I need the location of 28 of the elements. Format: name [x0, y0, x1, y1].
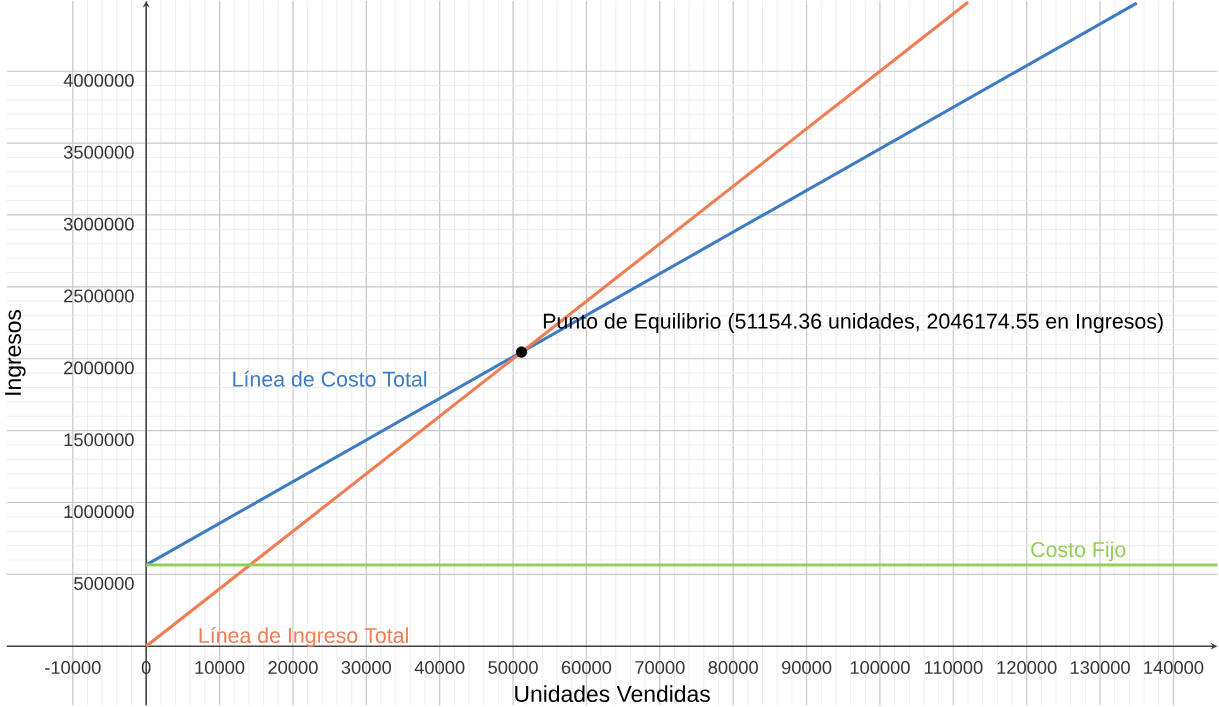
x-tick-label: 130000: [1070, 660, 1130, 674]
x-axis-title: Unidades Vendidas: [515, 685, 710, 702]
x-tick-label: 110000: [924, 660, 983, 674]
series-label: Costo Fijo: [1031, 541, 1126, 562]
y-tick-label: 2500000: [64, 289, 134, 303]
x-tick-label: 80000: [708, 660, 758, 674]
x-tick-label: 40000: [414, 660, 465, 674]
x-tick-label: 100000: [850, 660, 910, 674]
y-tick-label: 2000000: [64, 361, 134, 375]
x-tick-label: 70000: [635, 660, 685, 674]
y-tick-label: 500000: [74, 577, 134, 590]
y-tick-label: 4000000: [63, 73, 134, 87]
x-tick-label: 120000: [997, 660, 1057, 674]
y-tick-label: 1000000: [64, 505, 134, 519]
y-tick-label: 1500000: [64, 433, 134, 447]
x-tick-label: -10000: [45, 660, 101, 674]
series-label: Línea de Costo Total: [233, 370, 427, 387]
series-label: Línea de Ingreso Total: [199, 627, 408, 648]
y-axis-title: Ingresos: [5, 309, 26, 395]
y-tick-label: 3500000: [63, 145, 134, 159]
x-tick-label: 60000: [561, 660, 612, 674]
x-tick-label: 50000: [488, 660, 538, 674]
x-tick-label: 90000: [781, 660, 832, 674]
x-tick-label: 20000: [268, 660, 318, 674]
x-tick-label: 140000: [1144, 660, 1204, 674]
x-tick-label: 10000: [195, 660, 245, 674]
x-tick-label: 30000: [341, 660, 392, 674]
y-tick-label: 3000000: [63, 217, 134, 231]
